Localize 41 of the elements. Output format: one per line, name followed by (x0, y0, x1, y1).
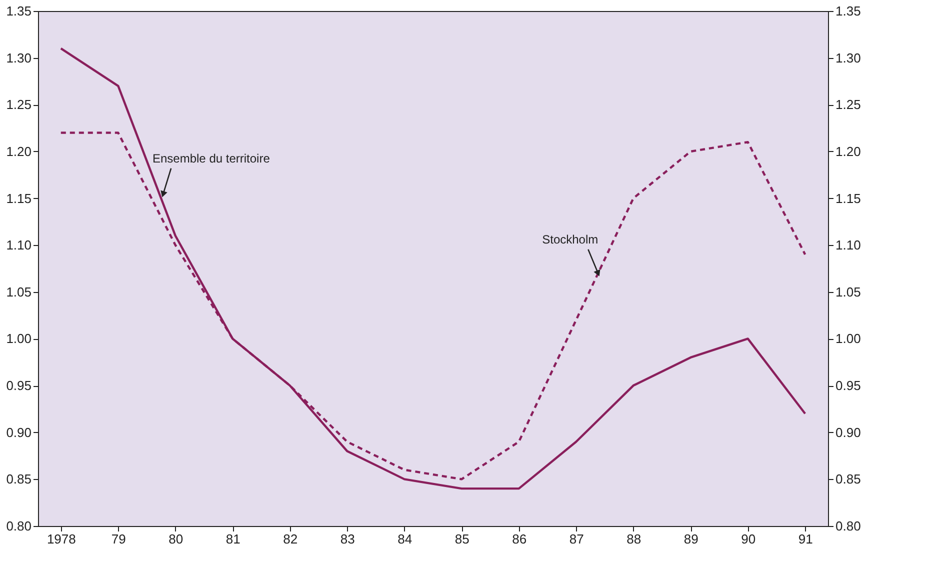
y-tick-label: 0.85 (6, 472, 32, 487)
series-label: Ensemble du territoire (152, 151, 270, 166)
y2-tick-label: 1.25 (836, 97, 861, 112)
y-tick-label: 1.25 (6, 97, 32, 112)
y-tick-label: 1.05 (6, 284, 32, 300)
y-tick-label: 1.35 (6, 4, 32, 18)
y2-tick-label: 1.10 (836, 238, 861, 253)
y2-tick-label: 1.35 (836, 4, 861, 18)
y2-tick-label: 1.30 (836, 50, 861, 66)
x-tick-label: 80 (168, 532, 184, 546)
x-tick-label: 87 (569, 532, 584, 546)
series-label: Stockholm (542, 232, 598, 246)
x-tick-label: 83 (340, 532, 355, 546)
y-tick-label: 0.95 (6, 378, 32, 394)
y-tick-label: 0.80 (6, 518, 32, 534)
y2-tick-label: 0.90 (836, 424, 861, 440)
x-tick-label: 1978 (46, 532, 76, 546)
y-tick-label: 1.20 (6, 144, 32, 159)
y2-tick-label: 1.15 (836, 190, 861, 206)
y2-tick-label: 1.20 (836, 144, 861, 159)
x-tick-label: 85 (454, 532, 470, 546)
x-tick-label: 90 (741, 532, 756, 546)
x-tick-label: 84 (398, 532, 412, 546)
y2-tick-label: 0.80 (836, 518, 861, 534)
y2-tick-label: 1.00 (836, 331, 861, 346)
y2-tick-label: 1.05 (836, 284, 861, 300)
y-tick-label: 1.15 (6, 190, 32, 206)
x-tick-label: 89 (684, 532, 698, 546)
y-tick-label: 0.90 (6, 424, 32, 440)
y-tick-label: 1.30 (6, 50, 32, 66)
y-tick-label: 1.10 (6, 238, 32, 253)
x-tick-label: 91 (798, 532, 813, 546)
x-tick-label: 81 (226, 532, 240, 546)
x-tick-label: 86 (512, 532, 527, 546)
line-series (60, 47, 806, 490)
x-tick-label: 82 (283, 532, 298, 546)
x-tick-label: 88 (626, 532, 642, 546)
y-tick-label: 1.00 (6, 331, 32, 346)
x-tick-label: 79 (111, 532, 126, 546)
y2-tick-label: 0.95 (836, 378, 861, 394)
y2-tick-label: 0.85 (836, 472, 861, 487)
